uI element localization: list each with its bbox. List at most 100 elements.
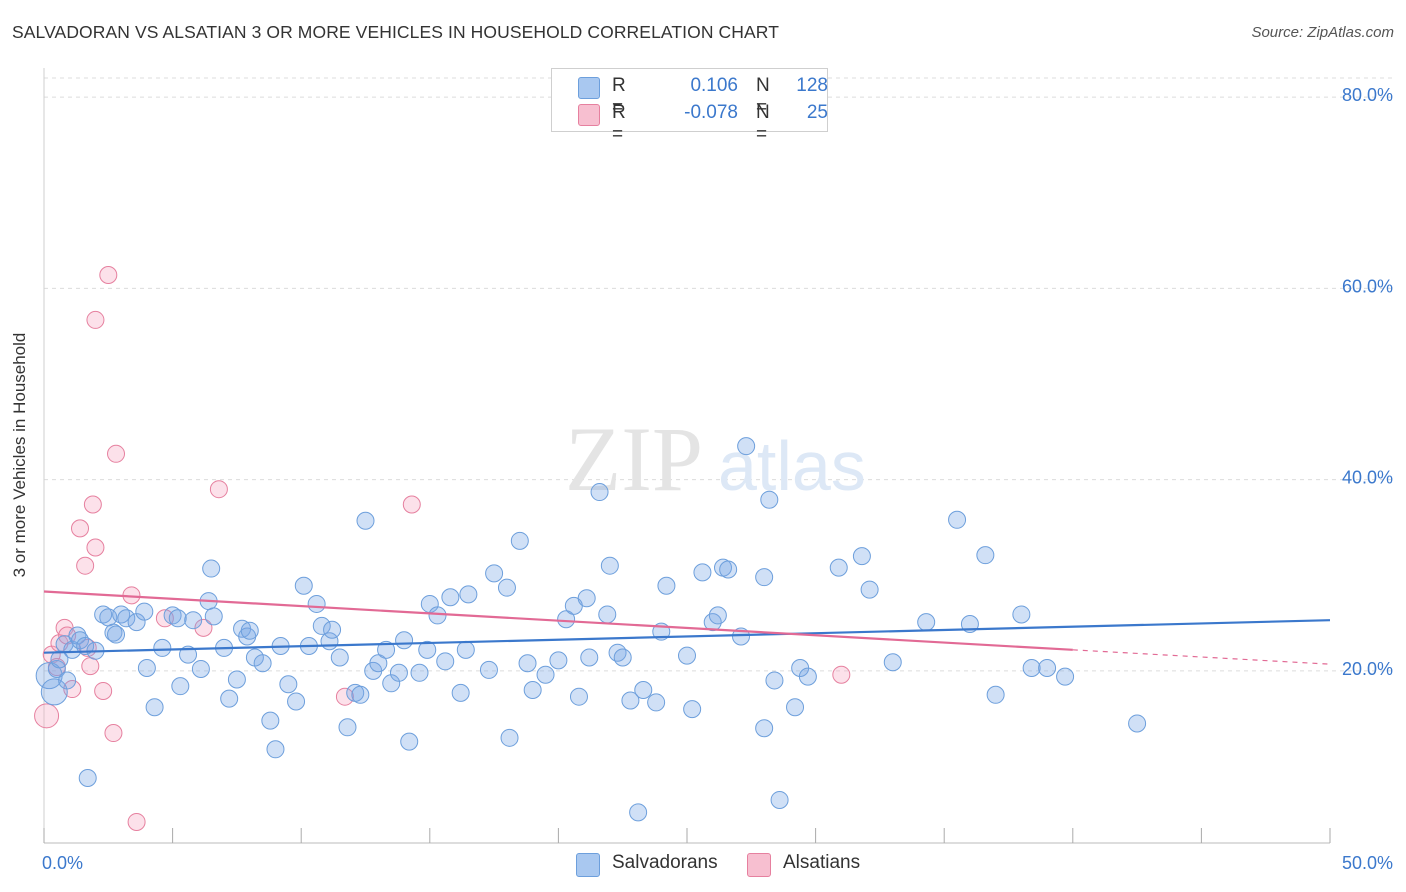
salvadoran-point <box>369 654 388 673</box>
alsatian-point <box>76 556 95 575</box>
alsatian-point <box>63 680 82 699</box>
salvadoran-point <box>1012 605 1031 624</box>
salvadoran-point <box>1022 659 1041 678</box>
salvadoran-point <box>135 602 154 621</box>
salvadoran-point <box>760 490 779 509</box>
alsatian-point <box>34 703 60 729</box>
watermark-atlas: atlas <box>718 427 866 505</box>
salvadoran-point <box>860 580 879 599</box>
legend-swatch-salvadorans <box>578 77 600 99</box>
legend-swatch-alsatians <box>747 853 771 877</box>
legend-swatch-salvadorans <box>576 853 600 877</box>
alsatian-point <box>99 265 118 284</box>
salvadoran-point <box>78 768 97 787</box>
salvadoran-point <box>76 637 95 656</box>
salvadoran-point <box>323 620 342 639</box>
salvadoran-point <box>1128 714 1147 733</box>
salvadoran-point <box>94 605 113 624</box>
salvadoran-point <box>557 610 576 629</box>
source-label: Source: ZipAtlas.com <box>1251 24 1394 41</box>
salvadoran-point <box>202 559 221 578</box>
salvadoran-point <box>485 564 504 583</box>
legend-swatch-alsatians <box>578 104 600 126</box>
salvadoran-point <box>294 576 313 595</box>
chart-title: SALVADORAN VS ALSATIAN 3 OR MORE VEHICLE… <box>12 22 779 42</box>
legend-n-label: N = <box>756 102 770 145</box>
salvadoran-point <box>883 653 902 672</box>
legend-r-value: -0.078 <box>684 102 738 123</box>
axes <box>43 68 1331 844</box>
salvadoran-point <box>351 685 370 704</box>
salvadoran-point <box>683 700 702 719</box>
alsatian-point <box>194 618 213 637</box>
salvadoran-point <box>986 685 1005 704</box>
alsatian-point <box>127 812 146 831</box>
salvadoran-point <box>227 670 246 689</box>
salvadoran-point <box>153 638 172 657</box>
salvadoran-point <box>400 732 419 751</box>
salvadoran-point <box>629 803 648 822</box>
legend-r-value: 0.106 <box>690 75 738 96</box>
y-tick-label: 20.0% <box>1342 659 1393 679</box>
salvadoran-point <box>330 648 349 667</box>
y-axis-title: 3 or more Vehicles in Household <box>10 332 29 578</box>
salvadoran-point <box>1056 667 1075 686</box>
salvadoran-point <box>497 578 516 597</box>
salvadoran-point <box>798 667 817 686</box>
salvadorans-points <box>35 437 1147 822</box>
salvadoran-point <box>621 691 640 710</box>
salvadoran-point <box>678 646 696 665</box>
alsatian-point <box>83 495 102 514</box>
alsatians-trend-extension <box>1072 649 1331 665</box>
salvadoran-point <box>755 719 774 738</box>
salvadoran-point <box>266 740 285 759</box>
salvadoran-point <box>168 609 187 628</box>
alsatian-point <box>86 310 105 329</box>
watermark-zip: ZIP <box>565 408 703 510</box>
salvadoran-point <box>459 585 478 604</box>
salvadoran-point <box>418 640 437 659</box>
salvadoran-point <box>436 652 455 671</box>
salvadoran-point <box>395 631 414 650</box>
salvadoran-point <box>410 663 429 682</box>
alsatian-point <box>402 495 421 514</box>
salvadoran-point <box>600 556 619 575</box>
salvadoran-point <box>312 616 331 635</box>
alsatians-points <box>34 265 851 831</box>
gridlines <box>44 77 1392 672</box>
salvadoran-point <box>948 510 967 529</box>
salvadoran-point <box>770 790 789 809</box>
legend-n-value: 128 <box>796 75 828 96</box>
salvadoran-point <box>428 606 447 625</box>
salvadoran-point <box>382 674 401 693</box>
tick-labels: 20.0% 40.0% 60.0% 80.0% 0.0% 50.0% <box>42 85 1393 873</box>
salvadoran-point <box>261 711 280 730</box>
salvadoran-point <box>389 663 408 682</box>
salvadoran-point <box>104 623 123 642</box>
salvadoran-point <box>657 576 676 595</box>
alsatian-point <box>81 657 100 676</box>
salvadorans-trend-line <box>43 619 1331 654</box>
alsatian-point <box>71 519 90 538</box>
legend-r-label: R = <box>612 75 626 118</box>
salvadoran-point <box>500 728 519 747</box>
salvadoran-point <box>549 651 568 670</box>
salvadoran-point <box>307 594 326 613</box>
salvadoran-point <box>356 511 375 530</box>
salvadoran-point <box>719 560 738 579</box>
salvadoran-point <box>647 693 666 712</box>
salvadoran-point <box>510 531 529 550</box>
salvadoran-point <box>287 692 306 711</box>
salvadoran-point <box>451 683 470 702</box>
salvadoran-point <box>253 654 272 673</box>
y-tick-label: 60.0% <box>1342 276 1393 296</box>
salvadoran-point <box>536 665 555 684</box>
salvadoran-point <box>137 659 156 678</box>
salvadoran-point <box>204 607 223 626</box>
alsatian-point <box>104 724 123 743</box>
salvadoran-point <box>71 631 90 650</box>
salvadoran-point <box>976 546 995 565</box>
trend-lines <box>43 590 1331 665</box>
salvadoran-point <box>518 654 537 673</box>
